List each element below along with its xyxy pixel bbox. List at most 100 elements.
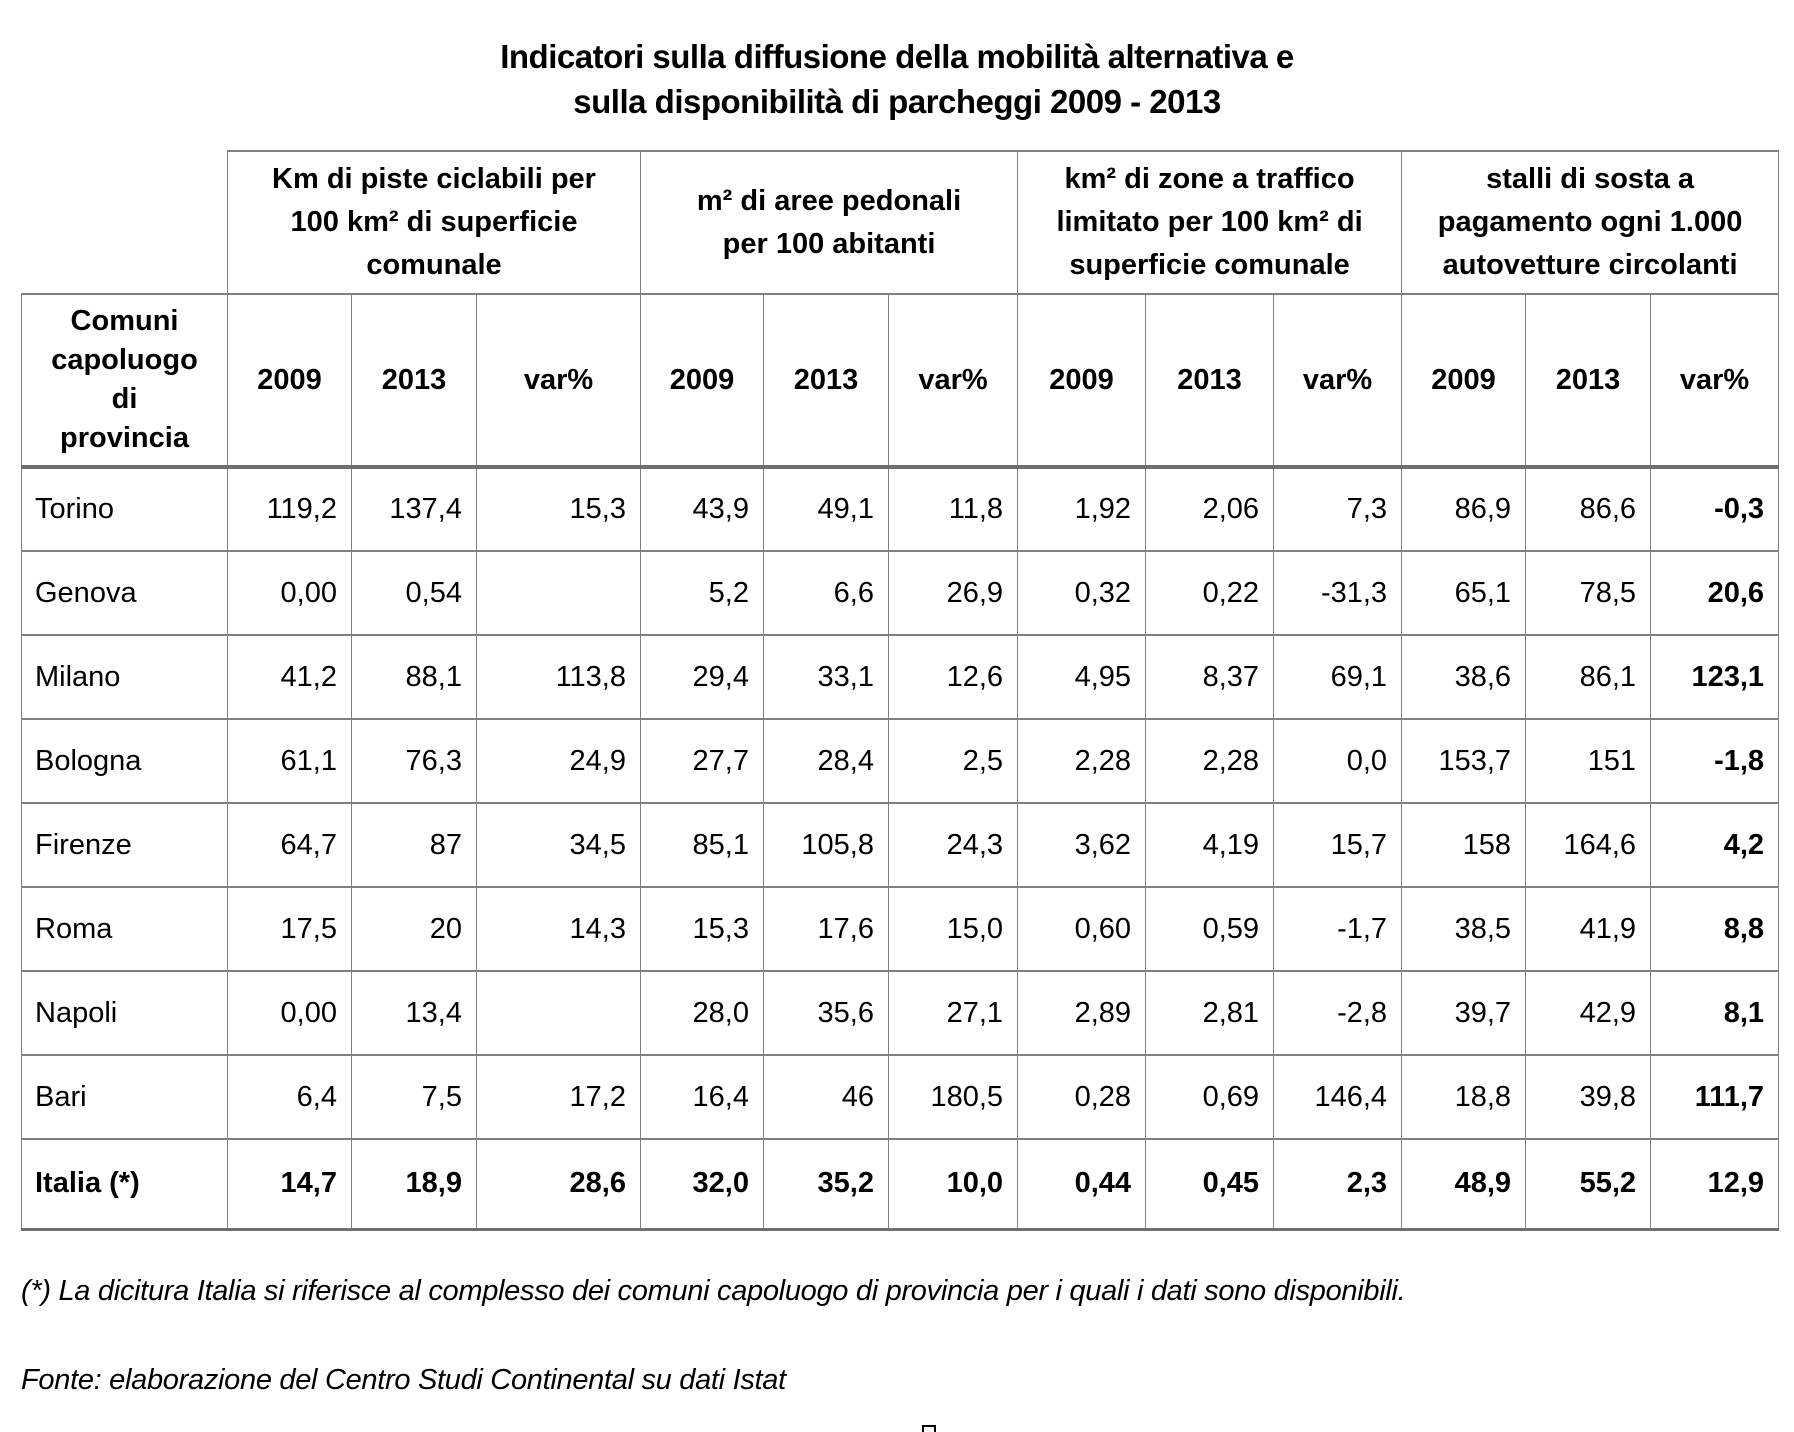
value-cell: 0,60 [1017,886,1147,972]
value-cell: 1,92 [1017,466,1147,552]
value-cell: 0,22 [1145,550,1275,636]
value-cell: -2,8 [1273,970,1403,1056]
year-header: 2013 [1145,293,1275,469]
value-cell: -1,8 [1650,718,1780,804]
value-cell: 86,9 [1401,466,1527,552]
value-cell: 11,8 [887,466,1019,552]
value-cell: 87 [351,802,477,888]
value-cell: 2,5 [887,718,1019,804]
value-cell: 35,2 [763,1138,889,1231]
value-cell [476,970,641,1056]
value-cell: 34,5 [476,802,641,888]
var-header: var% [476,293,641,469]
value-cell: 137,4 [351,466,477,552]
table-row: Bologna 61,1 76,3 24,9 27,7 28,4 2,5 2,28 2,28 0,… [21,718,1780,804]
value-cell: 13,4 [351,970,477,1056]
value-cell: 0,32 [1017,550,1147,636]
city-cell: Milano [21,634,228,720]
value-cell: 48,9 [1401,1138,1527,1231]
year-header: 2013 [1525,293,1652,469]
value-cell: 86,1 [1525,634,1652,720]
value-cell: 24,3 [887,802,1019,888]
value-cell: 2,89 [1017,970,1147,1056]
value-cell: 28,0 [640,970,764,1056]
value-cell: 3,62 [1017,802,1147,888]
empty-box-glyph [922,1424,936,1432]
value-cell: 2,3 [1273,1138,1403,1231]
city-cell: Bari [21,1054,228,1140]
value-cell: 42,9 [1525,970,1652,1056]
value-cell: 5,2 [640,550,764,636]
value-cell: 4,95 [1017,634,1147,720]
value-cell: 10,0 [887,1138,1019,1231]
value-cell: 55,2 [1525,1138,1652,1231]
value-cell: 12,6 [887,634,1019,720]
value-cell: 16,4 [640,1054,764,1140]
value-cell: 2,06 [1145,466,1275,552]
row-header-comuni: Comuni capoluogo di provincia [21,293,228,469]
value-cell: 17,6 [763,886,889,972]
group-header-stalli-sosta: stalli di sosta a pagamento ogni 1.000 a… [1401,150,1780,295]
value-cell: 69,1 [1273,634,1403,720]
group-header-row: Km di piste ciclabili per 100 km² di sup… [22,150,1780,295]
indicators-table: Km di piste ciclabili per 100 km² di sup… [21,150,1780,1231]
value-cell: 8,37 [1145,634,1275,720]
value-cell: 0,00 [227,550,352,636]
value-cell: -0,3 [1650,466,1780,552]
value-cell: 17,5 [227,886,352,972]
value-cell: 78,5 [1525,550,1652,636]
var-header: var% [887,293,1019,469]
value-cell: 14,7 [227,1138,352,1231]
value-cell: 86,6 [1525,466,1652,552]
value-cell: 18,9 [351,1138,477,1231]
value-cell: 15,7 [1273,802,1403,888]
blank-corner-cell [22,151,228,294]
source-note: Fonte: elaborazione del Centro Studi Con… [21,1363,786,1396]
table-row: Italia (*) 14,7 18,9 28,6 32,0 35,2 10,0 0,44 0,… [21,1138,1780,1231]
footnote: (*) La dicitura Italia si riferisce al c… [21,1274,1406,1307]
value-cell: 20 [351,886,477,972]
table-row: Napoli 0,00 13,4 28,0 35,6 27,1 2,89 2,81 -2,8 39… [21,970,1780,1056]
value-cell: 38,6 [1401,634,1527,720]
value-cell: 33,1 [763,634,889,720]
group-header-ztl: km² di zone a traffico limitato per 100 … [1017,150,1403,295]
value-cell: 85,1 [640,802,764,888]
value-cell: 0,0 [1273,718,1403,804]
table-row: Roma 17,5 20 14,3 15,3 17,6 15,0 0,60 0,59 -1,7 38… [21,886,1780,972]
value-cell: 28,6 [476,1138,641,1231]
value-cell: 29,4 [640,634,764,720]
value-cell: 32,0 [640,1138,764,1231]
value-cell: 26,9 [887,550,1019,636]
year-header: 2009 [1017,293,1147,469]
value-cell: 41,9 [1525,886,1652,972]
year-header: 2009 [640,293,764,469]
year-header: 2013 [763,293,889,469]
value-cell: 164,6 [1525,802,1652,888]
value-cell: 14,3 [476,886,641,972]
value-cell: 46 [763,1054,889,1140]
value-cell: 105,8 [763,802,889,888]
value-cell: 38,5 [1401,886,1527,972]
city-cell: Napoli [21,970,228,1056]
value-cell: 64,7 [227,802,352,888]
value-cell [476,550,641,636]
value-cell: 0,28 [1017,1054,1147,1140]
var-header: var% [1650,293,1780,469]
value-cell: 0,59 [1145,886,1275,972]
value-cell: 119,2 [227,466,352,552]
city-cell: Firenze [21,802,228,888]
value-cell: 15,0 [887,886,1019,972]
table-row: Torino 119,2 137,4 15,3 43,9 49,1 11,8 1,92 2,06… [21,466,1780,552]
value-cell: 4,19 [1145,802,1275,888]
value-cell: 65,1 [1401,550,1527,636]
city-cell: Italia (*) [21,1138,228,1231]
table-row: Milano 41,2 88,1 113,8 29,4 33,1 12,6 4,95 8,37 6… [21,634,1780,720]
value-cell: 0,69 [1145,1054,1275,1140]
value-cell: 6,6 [763,550,889,636]
value-cell: 8,1 [1650,970,1780,1056]
value-cell: 0,45 [1145,1138,1275,1231]
value-cell: 2,28 [1145,718,1275,804]
value-cell: 39,7 [1401,970,1527,1056]
year-header: 2013 [351,293,477,469]
value-cell: 123,1 [1650,634,1780,720]
